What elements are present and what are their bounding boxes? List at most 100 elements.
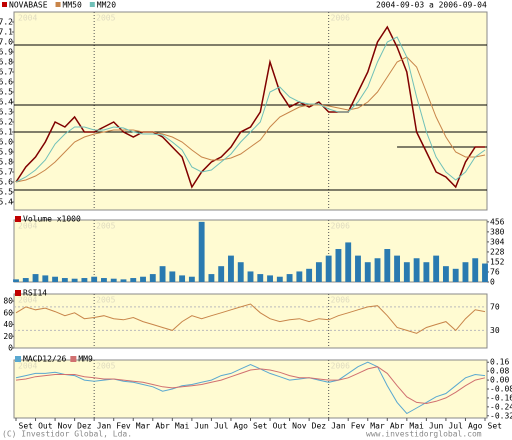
- year-watermark: 2005: [96, 14, 115, 23]
- y-tick-label: -0.16: [490, 393, 512, 402]
- volume-bar: [433, 255, 440, 282]
- series-line: [15, 303, 486, 334]
- volume-bar: [306, 268, 313, 282]
- volume-bar: [442, 266, 449, 282]
- x-tick-label: Abr: [155, 422, 170, 431]
- volume-bar: [423, 262, 430, 282]
- volume-bar: [257, 274, 264, 282]
- y-tick-label: 0.16: [490, 358, 509, 367]
- y-tick-label: 20: [3, 332, 13, 341]
- volume-bar: [188, 276, 195, 282]
- year-watermark: 2005: [96, 362, 115, 371]
- volume-bar: [228, 255, 234, 282]
- volume-bar: [149, 274, 156, 282]
- x-tick-label: Mai: [409, 422, 424, 431]
- y-tick-label: 228: [490, 247, 505, 256]
- volume-bar: [159, 266, 166, 282]
- volume-bar: [247, 271, 254, 282]
- y-tick-label: 152: [490, 257, 505, 266]
- volume-bar: [374, 258, 381, 282]
- y-tick-label: 5.7: [0, 168, 13, 177]
- y2-tick-label: 30: [490, 326, 500, 335]
- volume-bar: [325, 255, 332, 282]
- y-tick-label: 6.2: [0, 118, 13, 127]
- volume-bar: [394, 255, 400, 282]
- volume-bar: [355, 255, 361, 282]
- x-tick-label: Nov: [292, 422, 307, 431]
- year-watermark: 2004: [18, 362, 37, 371]
- legend-label: MM20: [97, 1, 116, 10]
- volume-bar: [315, 262, 322, 282]
- y-tick-label: 80: [3, 297, 13, 306]
- x-tick-label: Out: [273, 422, 288, 431]
- x-tick-label: Abr: [390, 422, 405, 431]
- y-tick-label: 6.1: [0, 128, 13, 137]
- volume-bar: [61, 278, 68, 282]
- legend-label: MM50: [63, 1, 82, 10]
- y-tick-label: 6.9: [0, 48, 13, 57]
- year-watermark: 2004: [18, 222, 37, 231]
- y-tick-label: 5.8: [0, 158, 13, 167]
- y-tick-label: -0.24: [490, 402, 512, 411]
- panel-background: [13, 293, 488, 349]
- y-tick-label: 76: [490, 267, 500, 276]
- x-tick-label: Jul: [448, 422, 463, 431]
- volume-bar: [130, 278, 137, 282]
- panel-label-box: [15, 216, 21, 222]
- x-tick-label: Set: [488, 422, 503, 431]
- panel-background: [13, 11, 488, 211]
- panel-title: MM9: [78, 355, 93, 364]
- volume-bar: [472, 258, 479, 282]
- legend-label: NOVABASE: [9, 1, 48, 10]
- y-tick-label: 6.6: [0, 78, 13, 87]
- series-line: [15, 25, 485, 189]
- copyright: (C) Investidor Global, Lda.: [2, 430, 132, 439]
- volume-bar: [276, 276, 283, 282]
- legend-swatch: [15, 356, 21, 362]
- x-tick-label: Ago: [234, 422, 249, 431]
- x-tick-label: Mar: [370, 422, 385, 431]
- y-tick-label: 304: [490, 237, 505, 246]
- y-tick-label: 6.4: [0, 98, 13, 107]
- volume-bar: [462, 262, 469, 282]
- x-tick-label: Dez: [77, 422, 92, 431]
- y-tick-label: 5.4: [0, 198, 13, 207]
- y-tick-label: 0.08: [490, 367, 509, 376]
- y-tick-label: -0.32: [490, 411, 512, 420]
- date-range: 2004-09-03 a 2006-09-04: [376, 1, 487, 10]
- volume-bar: [335, 249, 342, 282]
- x-tick-label: Jan: [331, 422, 346, 431]
- series-line: [15, 361, 486, 415]
- panel-title: Volume x1000: [23, 215, 81, 224]
- volume-bar: [345, 242, 352, 282]
- volume-bar: [91, 276, 98, 282]
- volume-bar: [81, 278, 88, 282]
- volume-bar: [71, 278, 78, 282]
- y-tick-label: 0.00: [490, 376, 509, 385]
- x-tick-label: Fev: [116, 422, 131, 431]
- y-tick-label: -0.08: [490, 385, 512, 394]
- y-tick-label: 5.6: [0, 178, 13, 187]
- y-tick-label: 456: [490, 217, 505, 226]
- website: www.investidorglobal.com: [366, 430, 482, 439]
- volume-bar: [140, 276, 146, 282]
- x-tick-label: Set: [253, 422, 268, 431]
- volume-bar: [403, 262, 410, 282]
- volume-bar: [364, 262, 371, 282]
- y-tick-label: 0: [490, 278, 495, 287]
- volume-bar: [384, 249, 391, 282]
- volume-bar: [413, 258, 420, 282]
- x-tick-label: Mar: [136, 422, 151, 431]
- year-watermark: 2006: [331, 14, 350, 23]
- year-watermark: 2006: [331, 222, 350, 231]
- x-tick-label: Jul: [214, 422, 229, 431]
- y-tick-label: 6.7: [0, 68, 13, 77]
- x-tick-label: Dez: [312, 422, 327, 431]
- x-tick-label: Nov: [58, 422, 73, 431]
- volume-bar: [208, 274, 215, 282]
- y-tick-label: 5.9: [0, 148, 13, 157]
- y-tick-label: 6.0: [0, 138, 13, 147]
- series-line: [15, 36, 486, 183]
- legend-swatch: [2, 2, 7, 7]
